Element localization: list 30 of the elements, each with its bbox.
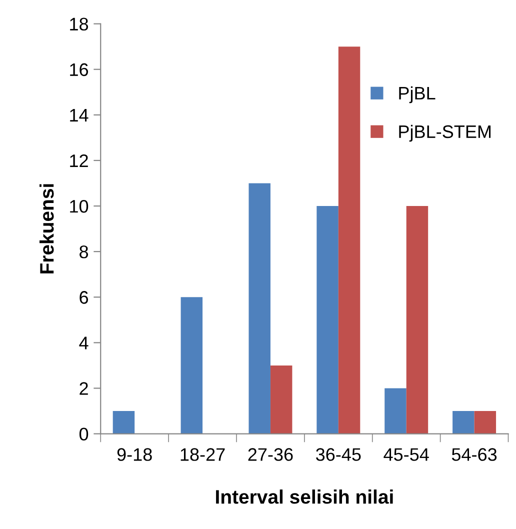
- bar: [474, 411, 496, 434]
- y-tick-label: 4: [79, 336, 88, 350]
- y-tick-label: 10: [70, 200, 88, 213]
- x-tick-label: 36-45: [316, 448, 361, 461]
- y-tick-label: 14: [70, 109, 88, 122]
- bar: [248, 183, 270, 434]
- bar: [384, 388, 406, 434]
- bar: [452, 411, 474, 434]
- bar: [270, 365, 292, 434]
- legend-label: PjBL: [399, 86, 436, 104]
- y-tick-label: 12: [70, 154, 88, 168]
- bar: [316, 206, 338, 434]
- y-tick-label: 18: [70, 18, 88, 31]
- x-tick-label: 54-63: [452, 448, 497, 461]
- bar: [180, 297, 203, 434]
- x-axis-title: Interval selisih nilai: [216, 490, 393, 504]
- x-tick-label: 27-36: [248, 448, 293, 461]
- y-tick-label: 8: [80, 246, 88, 258]
- legend-label: PjBL-STEM: [399, 124, 491, 142]
- y-tick-label: 6: [80, 291, 88, 304]
- x-tick-label: 45-54: [384, 448, 429, 461]
- y-tick-label: 16: [70, 63, 88, 76]
- bar: [112, 411, 135, 434]
- x-tick-label: 9-18: [117, 448, 152, 461]
- y-axis-title: Frekuensi: [39, 184, 54, 274]
- y-tick-label: 2: [80, 382, 88, 395]
- x-tick-label: 18-27: [180, 448, 225, 461]
- bar: [406, 206, 428, 434]
- bar: [338, 46, 360, 434]
- y-tick-label: 0: [79, 428, 88, 440]
